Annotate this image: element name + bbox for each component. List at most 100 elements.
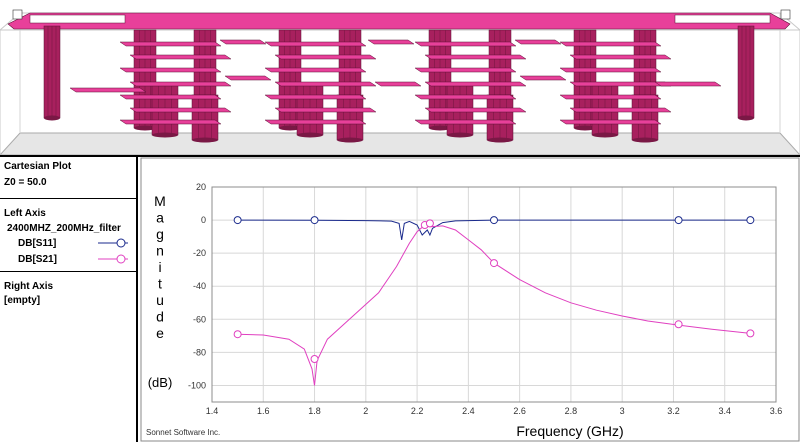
port-pad-left bbox=[29, 14, 126, 24]
y-axis-unit: (dB) bbox=[148, 375, 173, 390]
port-2-marker bbox=[780, 9, 791, 20]
metal-plate bbox=[424, 81, 527, 87]
metal-plate bbox=[129, 54, 232, 60]
right-axis-value: [empty] bbox=[4, 295, 41, 306]
metal-plate bbox=[654, 81, 722, 87]
metal-plate bbox=[559, 119, 662, 125]
via-post bbox=[133, 29, 157, 131]
y-tick-label: -100 bbox=[188, 380, 206, 390]
data-point-dbs21 bbox=[746, 329, 755, 338]
y-tick-label: 0 bbox=[201, 215, 206, 225]
metal-plate bbox=[129, 81, 232, 87]
chart-border bbox=[140, 157, 800, 442]
x-tick-label: 1.6 bbox=[257, 406, 270, 416]
metal-plate bbox=[569, 54, 672, 60]
metal-plate bbox=[414, 67, 517, 73]
plot-legend-panel: Cartesian Plot Z0 = 50.0 Left Axis 2400M… bbox=[0, 157, 138, 442]
via-post bbox=[336, 94, 364, 143]
metal-plate bbox=[274, 81, 377, 87]
metal-plate bbox=[264, 119, 367, 125]
data-point-dbs11 bbox=[674, 216, 683, 225]
y-axis-label-letter: e bbox=[156, 325, 164, 341]
3d-filter-model bbox=[0, 9, 800, 155]
metal-plate bbox=[274, 107, 377, 113]
legend-marker-s21 bbox=[116, 254, 126, 264]
metal-plate bbox=[274, 54, 377, 60]
data-point-dbs21 bbox=[233, 330, 242, 339]
via-post bbox=[737, 25, 755, 121]
right-axis-section: Right Axis [empty] bbox=[0, 272, 136, 442]
3d-circuit-view[interactable] bbox=[0, 0, 800, 155]
y-axis-label-letter: t bbox=[158, 276, 162, 292]
x-tick-label: 2.6 bbox=[513, 406, 526, 416]
y-axis-label-letter: g bbox=[156, 226, 164, 242]
metal-plate bbox=[514, 39, 562, 45]
y-tick-label: -40 bbox=[193, 281, 206, 291]
chart-area[interactable]: 1.4 1.6 1.8 2 2.2 2.4 2.6 2.8 3 3.2 3.4 3.6 20 0 -20 -4… bbox=[140, 157, 800, 442]
x-tick-label: 2 bbox=[363, 406, 368, 416]
metal-plate bbox=[569, 107, 672, 113]
x-tick-label: 3.6 bbox=[770, 406, 783, 416]
metal-plate bbox=[264, 67, 367, 73]
data-point-dbs11 bbox=[490, 216, 498, 225]
metal-plate bbox=[224, 75, 272, 81]
y-tick-label: -80 bbox=[193, 347, 206, 357]
metal-plate bbox=[414, 119, 517, 125]
vendor-label: Sonnet Software Inc. bbox=[146, 428, 220, 437]
x-tick-label: 3.4 bbox=[718, 406, 731, 416]
via-post bbox=[631, 94, 659, 143]
chart-svg: 1.4 1.6 1.8 2 2.2 2.4 2.6 2.8 3 3.2 3.4 3.6 20 0 -20 -4… bbox=[140, 157, 800, 442]
metal-plate bbox=[129, 107, 232, 113]
plot-info-section: Cartesian Plot Z0 = 50.0 bbox=[0, 157, 136, 199]
y-axis-label-letter: u bbox=[156, 292, 164, 308]
port-1-marker bbox=[12, 9, 23, 20]
x-tick-label: 1.8 bbox=[308, 406, 321, 416]
metal-plate bbox=[559, 94, 662, 100]
data-point-dbs21 bbox=[490, 259, 498, 268]
y-axis-label-letter: M bbox=[154, 193, 166, 209]
x-tick-label: 2.8 bbox=[565, 406, 578, 416]
plot-type-label: Cartesian Plot bbox=[4, 161, 72, 172]
y-axis-label-letter: n bbox=[156, 243, 164, 259]
port-pad-right bbox=[674, 14, 771, 24]
x-tick-label: 2.4 bbox=[462, 406, 475, 416]
y-axis-label-letter: a bbox=[156, 210, 164, 226]
metal-plate bbox=[264, 41, 367, 47]
legend-label-s11[interactable]: DB[S11] bbox=[18, 238, 57, 249]
data-point-dbs21 bbox=[425, 219, 434, 228]
via-post bbox=[43, 25, 61, 121]
legend-label-s21[interactable]: DB[S21] bbox=[18, 254, 57, 265]
x-tick-label: 3.2 bbox=[667, 406, 680, 416]
y-tick-label: -20 bbox=[193, 248, 206, 258]
y-tick-label: 20 bbox=[196, 182, 206, 192]
metal-plate bbox=[559, 67, 662, 73]
plot-frame bbox=[211, 186, 777, 403]
metal-plate bbox=[367, 39, 415, 45]
right-axis-header: Right Axis bbox=[4, 281, 54, 292]
left-axis-header: Left Axis bbox=[4, 208, 46, 219]
y-axis-label-letter: d bbox=[156, 309, 164, 325]
metal-plate bbox=[559, 41, 662, 47]
metal-plate bbox=[119, 94, 222, 100]
y-tick-label: -60 bbox=[193, 314, 206, 324]
legend-marker-s11 bbox=[116, 238, 126, 248]
data-point-dbs21 bbox=[310, 355, 319, 363]
metal-plate bbox=[69, 87, 147, 93]
x-tick-label: 2.2 bbox=[411, 406, 424, 416]
z0-label: Z0 = 50.0 bbox=[4, 177, 47, 188]
y-axis-label-letter: i bbox=[158, 259, 161, 275]
metal-plate bbox=[119, 67, 222, 73]
via-post bbox=[573, 29, 597, 131]
metal-plate bbox=[264, 94, 367, 100]
via-post bbox=[486, 94, 514, 143]
metal-plate bbox=[414, 94, 517, 100]
via-post bbox=[191, 94, 219, 143]
top-plate bbox=[7, 12, 791, 30]
data-point-dbs11 bbox=[233, 216, 242, 225]
left-axis-section: Left Axis 2400MHZ_200MHz_filter DB[S11] … bbox=[0, 199, 136, 272]
metal-plate bbox=[414, 41, 517, 47]
cartesian-plot-panel: Cartesian Plot Z0 = 50.0 Left Axis 2400M… bbox=[0, 155, 800, 442]
circuit-name: 2400MHZ_200MHz_filter bbox=[7, 223, 121, 234]
metal-plate bbox=[374, 81, 422, 87]
